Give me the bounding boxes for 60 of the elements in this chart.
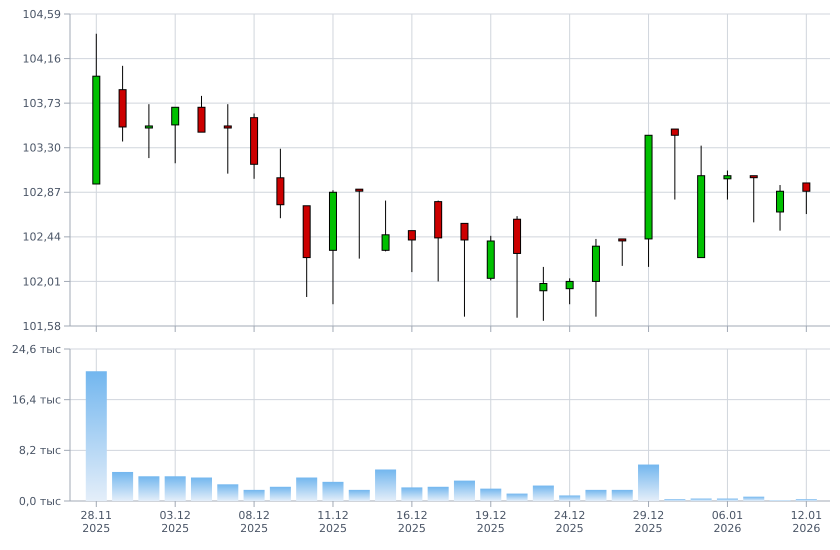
candlestick xyxy=(776,184,784,232)
y-tick-label: 104,59 xyxy=(22,8,61,21)
candlestick xyxy=(670,128,679,200)
bar xyxy=(559,495,580,501)
x-tick-label: 19.12 2025 xyxy=(475,509,507,535)
bar xyxy=(638,464,660,501)
y-tick-label: 16,4 тыс xyxy=(12,394,61,407)
candlestick xyxy=(539,266,548,322)
bar xyxy=(428,486,449,501)
y-tick-label: 101,58 xyxy=(22,320,61,333)
y-tick-label: 103,30 xyxy=(22,142,61,155)
bar xyxy=(217,484,238,501)
x-tick-label: 12.01 2026 xyxy=(790,509,822,535)
bar xyxy=(612,490,633,501)
bar xyxy=(244,490,265,501)
x-tick-label: 03.12 2025 xyxy=(159,509,191,535)
y-tick-label: 104,16 xyxy=(22,52,61,66)
y-tick-label: 102,44 xyxy=(22,230,61,244)
candlestick xyxy=(802,182,810,215)
bar xyxy=(506,494,528,501)
bar xyxy=(454,480,475,501)
candlestick xyxy=(144,104,153,159)
bar xyxy=(585,490,606,501)
x-tick-label: 24.12 2025 xyxy=(554,509,586,535)
candlestick xyxy=(618,238,626,266)
bar xyxy=(270,486,291,501)
y-tick-label: 103,73 xyxy=(22,96,61,110)
y-tick-label: 24,6 тыс xyxy=(12,342,61,356)
bar xyxy=(112,472,134,501)
bar xyxy=(86,371,107,501)
y-tick-label: 102,87 xyxy=(22,186,61,200)
candlestick xyxy=(750,175,758,223)
bar xyxy=(532,486,554,501)
candlestick xyxy=(460,222,468,318)
y-tick-label: 8,2 тыс xyxy=(18,444,61,458)
bar xyxy=(375,469,396,501)
candlestick xyxy=(723,170,732,200)
candlestick xyxy=(355,188,364,260)
candlestick xyxy=(566,278,574,305)
y-tick-label: 0,0 тыс xyxy=(18,494,61,508)
x-tick-label: 28.11 2025 xyxy=(80,509,112,535)
bar xyxy=(743,496,764,501)
candlestick xyxy=(408,230,416,273)
x-tick-label: 16.12 2025 xyxy=(396,509,428,535)
x-tick-label: 11.12 2025 xyxy=(317,509,349,535)
x-tick-label: 29.12 2025 xyxy=(632,509,664,535)
bar xyxy=(164,476,186,501)
candlestick xyxy=(171,106,180,164)
candlestick xyxy=(224,104,232,174)
bar xyxy=(401,487,422,501)
x-tick-label: 06.01 2026 xyxy=(712,509,744,535)
bar xyxy=(322,482,344,501)
candlestick xyxy=(382,200,390,252)
bar xyxy=(296,478,318,501)
bar xyxy=(190,478,212,501)
bar xyxy=(480,488,502,501)
x-tick-label: 08.12 2025 xyxy=(238,509,270,535)
bar xyxy=(348,490,370,501)
y-tick-label: 102,01 xyxy=(22,275,61,288)
bar xyxy=(138,476,160,501)
